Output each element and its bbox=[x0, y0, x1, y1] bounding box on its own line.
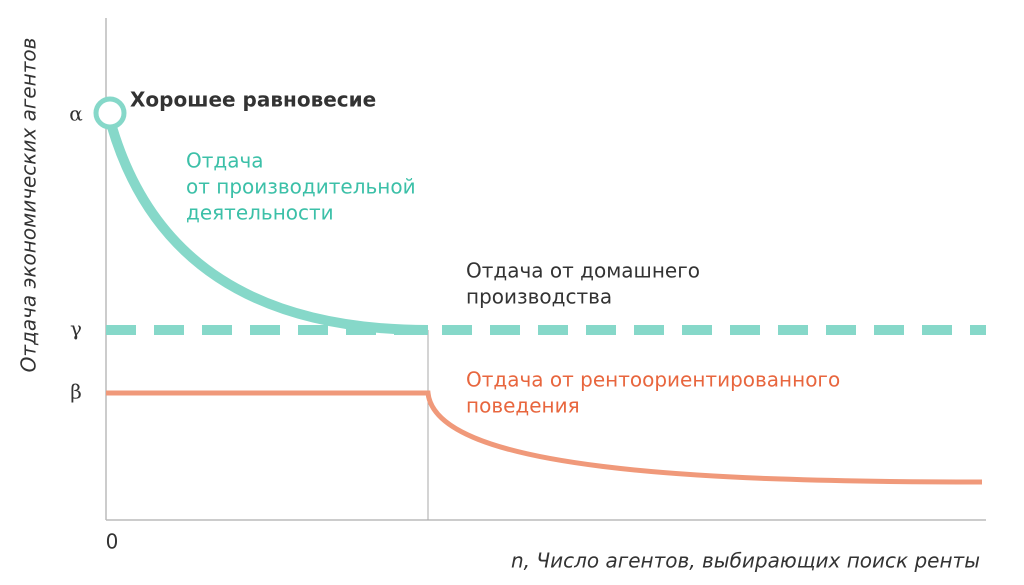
x-axis-label: n, Число агентов, выбирающих поиск ренты bbox=[511, 549, 980, 573]
productive-curve bbox=[105, 118, 429, 335]
productive-label: Отдача bbox=[186, 149, 264, 173]
productive-label: от производительной bbox=[186, 175, 416, 199]
rent-curve bbox=[106, 390, 983, 485]
rent-label: Отдача от рентоориентированного bbox=[466, 368, 840, 392]
rent-label: поведения bbox=[466, 394, 580, 418]
equilibrium-marker bbox=[93, 96, 127, 130]
beta-marker: β bbox=[70, 380, 82, 404]
y-axis-label: Отдача экономических агентов bbox=[17, 38, 41, 373]
home-label: производства bbox=[466, 285, 612, 309]
alpha-marker: α bbox=[69, 102, 83, 126]
gamma-marker: γ bbox=[70, 317, 82, 341]
home-label: Отдача от домашнего bbox=[466, 259, 700, 283]
productive-label: деятельности bbox=[186, 201, 334, 225]
origin-label: 0 bbox=[106, 530, 119, 554]
equilibrium-label: Хорошее равновесие bbox=[130, 88, 376, 112]
